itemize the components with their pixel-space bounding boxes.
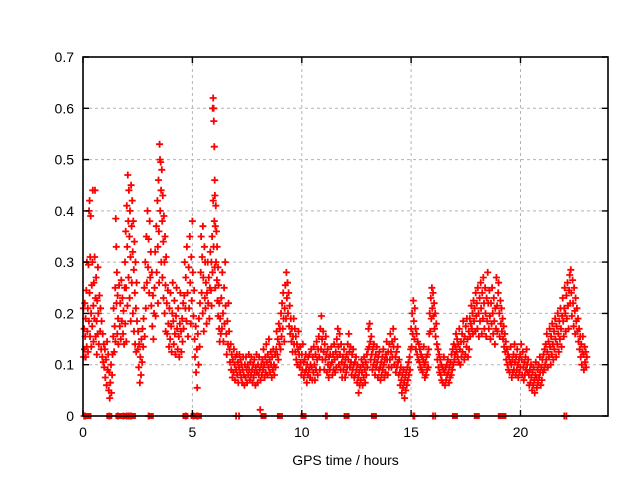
svg-text:0: 0 — [66, 408, 74, 424]
svg-text:15: 15 — [403, 424, 419, 440]
svg-text:10: 10 — [294, 424, 310, 440]
svg-text:0.6: 0.6 — [55, 100, 75, 116]
x-axis-label: GPS time / hours — [292, 452, 399, 468]
svg-text:0.5: 0.5 — [55, 152, 75, 168]
svg-text:0.7: 0.7 — [55, 49, 75, 65]
svg-text:20: 20 — [513, 424, 529, 440]
zero-flag-squares — [85, 413, 507, 419]
svg-text:0: 0 — [79, 424, 87, 440]
svg-text:0.3: 0.3 — [55, 254, 75, 270]
svg-text:0.1: 0.1 — [55, 357, 75, 373]
svg-text:0.4: 0.4 — [55, 203, 75, 219]
svg-text:5: 5 — [189, 424, 197, 440]
svg-text:0.2: 0.2 — [55, 305, 75, 321]
